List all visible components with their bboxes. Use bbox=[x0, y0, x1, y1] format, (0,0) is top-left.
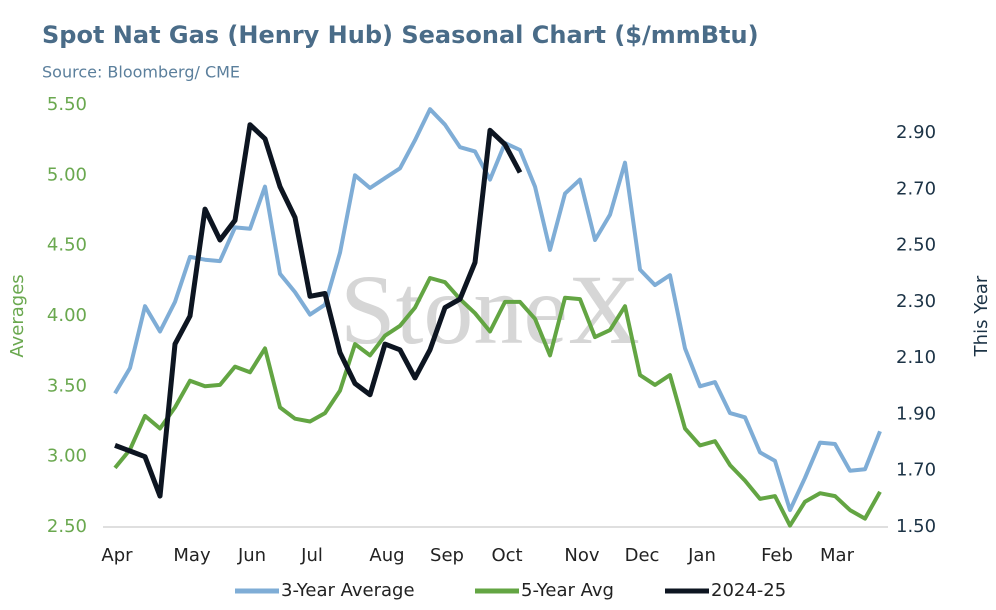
y-tick-label: 3.00 bbox=[47, 446, 87, 467]
series-line bbox=[113, 107, 882, 513]
x-tick-label: Jul bbox=[300, 545, 323, 566]
x-tick-label: Feb bbox=[761, 545, 793, 566]
y2-tick-label: 2.10 bbox=[896, 347, 936, 368]
y2-tick-label: 2.70 bbox=[896, 178, 936, 199]
series-line bbox=[114, 122, 523, 499]
chart-title: Spot Nat Gas (Henry Hub) Seasonal Chart … bbox=[42, 21, 759, 49]
y-tick-label: 5.50 bbox=[47, 94, 87, 115]
y2-tick-label: 2.30 bbox=[896, 291, 936, 312]
y-tick-label: 4.50 bbox=[47, 235, 87, 256]
y2-tick-label: 2.90 bbox=[896, 122, 936, 143]
series-line bbox=[113, 276, 882, 528]
x-tick-label: Jun bbox=[237, 545, 266, 566]
x-tick-label: Mar bbox=[820, 545, 855, 566]
y2-tick-label: 1.50 bbox=[896, 516, 936, 537]
legend-label: 3-Year Average bbox=[281, 580, 415, 601]
y-tick-label: 4.00 bbox=[47, 305, 87, 326]
x-tick-label: Aug bbox=[369, 545, 404, 566]
x-tick-label: Dec bbox=[625, 545, 660, 566]
x-tick-label: Oct bbox=[491, 545, 522, 566]
y2-tick-label: 1.70 bbox=[896, 460, 936, 481]
y2-tick-label: 1.90 bbox=[896, 403, 936, 424]
y-axis-label: Averages bbox=[7, 274, 28, 357]
x-tick-label: Apr bbox=[101, 545, 133, 566]
legend-label: 5-Year Avg bbox=[521, 580, 614, 601]
y-tick-label: 3.50 bbox=[47, 375, 87, 396]
y2-axis-label: This Year bbox=[971, 275, 992, 357]
x-tick-label: Jan bbox=[687, 545, 716, 566]
y-tick-label: 2.50 bbox=[47, 516, 87, 537]
y-tick-label: 5.00 bbox=[47, 164, 87, 185]
chart-subtitle: Source: Bloomberg/ CME bbox=[42, 63, 240, 82]
x-tick-label: Sep bbox=[430, 545, 464, 566]
x-tick-label: Nov bbox=[564, 545, 599, 566]
legend-label: 2024-25 bbox=[711, 580, 786, 601]
x-tick-label: May bbox=[173, 545, 211, 566]
y2-tick-label: 2.50 bbox=[896, 235, 936, 256]
